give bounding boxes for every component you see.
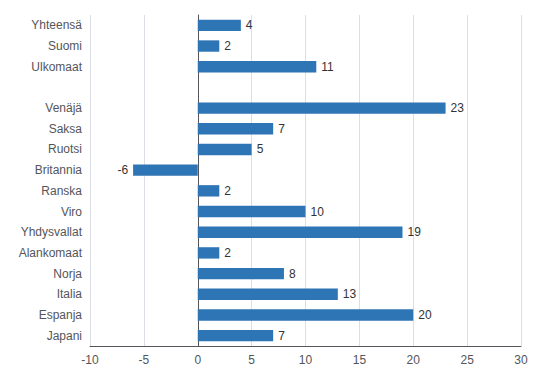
svg-text:20: 20 [407,353,421,367]
svg-text:Norja: Norja [53,267,82,281]
svg-text:Suomi: Suomi [48,39,82,53]
svg-text:7: 7 [278,122,285,136]
svg-text:23: 23 [451,101,465,115]
svg-text:Yhteensä: Yhteensä [31,18,82,32]
svg-text:30: 30 [514,353,528,367]
svg-text:Venäjä: Venäjä [45,101,82,115]
svg-text:19: 19 [407,225,421,239]
svg-text:Ranska: Ranska [41,184,82,198]
svg-text:5: 5 [257,142,264,156]
svg-text:2: 2 [224,39,231,53]
svg-text:2: 2 [224,184,231,198]
svg-text:13: 13 [343,287,357,301]
svg-text:10: 10 [311,205,325,219]
svg-text:-6: -6 [117,163,128,177]
svg-text:Alankomaat: Alankomaat [19,246,83,260]
svg-text:Japani: Japani [47,329,82,343]
svg-text:Ruotsi: Ruotsi [48,142,82,156]
svg-text:15: 15 [353,353,367,367]
svg-text:2: 2 [224,246,231,260]
svg-text:5: 5 [248,353,255,367]
svg-text:Britannia: Britannia [35,163,83,177]
svg-text:Ulkomaat: Ulkomaat [31,60,82,74]
svg-text:Italia: Italia [57,287,83,301]
svg-text:-10: -10 [81,353,99,367]
svg-text:4: 4 [246,18,253,32]
svg-text:11: 11 [321,60,334,74]
svg-text:0: 0 [194,353,201,367]
svg-text:Saksa: Saksa [49,122,83,136]
svg-text:10: 10 [299,353,313,367]
svg-text:8: 8 [289,267,296,281]
svg-text:7: 7 [278,329,285,343]
svg-text:20: 20 [418,308,432,322]
svg-text:Yhdysvallat: Yhdysvallat [21,225,83,239]
svg-text:Viro: Viro [61,205,82,219]
svg-text:Espanja: Espanja [39,308,83,322]
svg-text:25: 25 [460,353,474,367]
svg-text:-5: -5 [139,353,150,367]
